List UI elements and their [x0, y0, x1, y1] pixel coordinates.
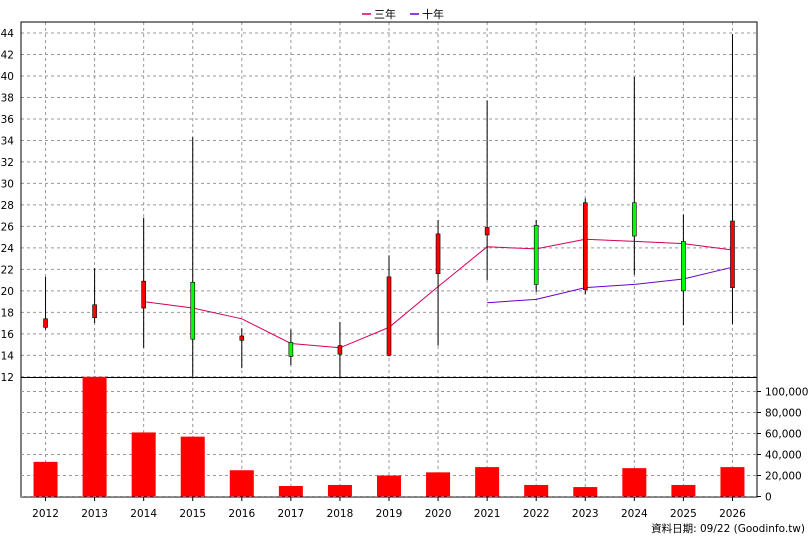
- x-tick-label-2021: 2021: [474, 508, 501, 520]
- data-date-footer: 資料日期: 09/22 (Goodinfo.tw): [651, 522, 805, 535]
- candle-body-2019: [386, 276, 392, 356]
- volume-bar-2015: [180, 436, 205, 497]
- volume-bar-2012: [33, 461, 58, 497]
- price-tick-label: 30: [1, 178, 14, 190]
- volume-bar-2026: [720, 467, 745, 497]
- candle-body-2012: [43, 318, 48, 328]
- volume-tick-label: 20,000: [765, 471, 802, 483]
- candle-body-2022: [533, 225, 539, 285]
- volume-bar-2016: [229, 470, 254, 497]
- volume-panel: 0 20,000 40,000 60,000 80,000 100,000 2012 2013…: [21, 376, 808, 520]
- volume-bar-2020: [426, 472, 451, 497]
- legend-label-three-year: 三年: [374, 7, 396, 21]
- ma-line-ten-year: [487, 266, 733, 304]
- price-tick-label: 42: [1, 49, 14, 61]
- price-tick-label: 24: [1, 243, 15, 255]
- volume-tick-label: 80,000: [765, 408, 802, 420]
- volume-tick-label: 100,000: [765, 387, 808, 399]
- volume-bar-2021: [475, 467, 500, 497]
- price-panel: 12 14 16 18 20 22 24 26 28 30 32 34 36 38 40 42 44: [1, 21, 758, 498]
- volume-bar-2019: [377, 475, 401, 497]
- price-tick-label: 34: [1, 135, 15, 147]
- volume-bar-2023: [573, 487, 598, 497]
- volume-bar-2014: [131, 432, 156, 497]
- x-tick-label-2023: 2023: [572, 508, 599, 520]
- price-tick-label: 44: [1, 28, 15, 40]
- candle-body-2025: [681, 241, 686, 292]
- volume-tick-label: 60,000: [765, 429, 802, 441]
- volume-bar-2022: [524, 484, 549, 497]
- volume-bar-2017: [278, 486, 303, 497]
- x-tick-label-2020: 2020: [425, 508, 452, 520]
- x-tick-label-2019: 2019: [376, 508, 403, 520]
- price-tick-label: 28: [1, 200, 14, 212]
- price-tick-label: 16: [1, 329, 15, 341]
- legend-label-ten-year: 十年: [422, 7, 444, 21]
- volume-tick-label: 0: [765, 492, 772, 504]
- x-tick-label-2015: 2015: [179, 508, 206, 520]
- candle-body-2017: [288, 342, 294, 357]
- candle-body-2024: [632, 202, 637, 237]
- price-tick-label: 32: [1, 157, 14, 169]
- price-tick-label: 20: [1, 286, 14, 298]
- x-tick-label-2018: 2018: [327, 508, 354, 520]
- candle-body-2015: [190, 281, 196, 340]
- x-tick-label-2016: 2016: [228, 508, 255, 520]
- volume-bar-2018: [327, 484, 352, 497]
- candle-body-2021: [484, 227, 490, 236]
- candle-body-2018: [337, 345, 343, 355]
- price-tick-label: 12: [1, 372, 14, 384]
- volume-bar-2024: [622, 468, 647, 497]
- candle-body-2026: [730, 220, 735, 288]
- x-tick-label-2013: 2013: [81, 508, 108, 520]
- candle-body-2020: [435, 233, 441, 274]
- x-tick-label-2025: 2025: [670, 508, 697, 520]
- x-tick-label-2014: 2014: [130, 508, 157, 520]
- x-tick-label-2017: 2017: [277, 508, 304, 520]
- candle-body-2013: [92, 304, 97, 319]
- x-tick-label-2026: 2026: [719, 508, 746, 520]
- price-tick-label: 22: [1, 264, 14, 276]
- price-tick-label: 14: [1, 350, 15, 362]
- price-tick-label: 18: [1, 307, 14, 319]
- candle-body-2016: [239, 335, 245, 341]
- volume-tick-label: 40,000: [765, 450, 802, 462]
- price-tick-label: 38: [1, 92, 14, 104]
- candle-body-2023: [582, 202, 588, 291]
- price-tick-label: 40: [1, 71, 14, 83]
- x-tick-label-2012: 2012: [32, 508, 59, 520]
- x-tick-label-2022: 2022: [523, 508, 550, 520]
- volume-bar-2013: [82, 376, 107, 497]
- legend: 三年 十年: [362, 7, 444, 21]
- x-tick-label-2024: 2024: [621, 508, 648, 520]
- volume-bar-2025: [671, 484, 696, 497]
- price-tick-label: 36: [1, 114, 15, 126]
- candle-body-2014: [141, 280, 146, 309]
- price-tick-label: 26: [1, 221, 15, 233]
